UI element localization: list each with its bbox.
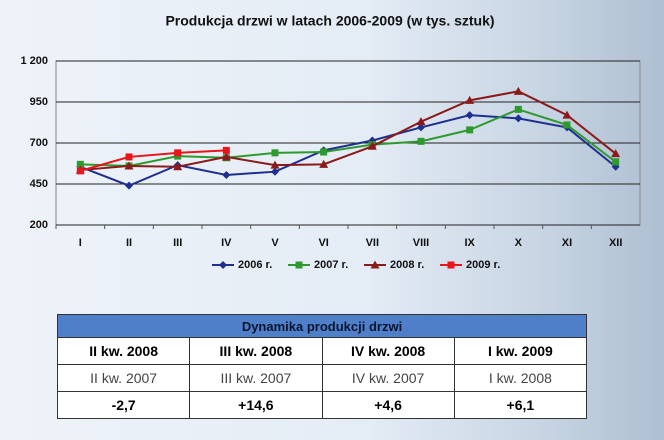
y-tick-label: 700 — [30, 137, 48, 149]
marker — [514, 114, 523, 123]
marker — [124, 161, 134, 170]
marker — [319, 159, 329, 168]
table-cell: +4,6 — [321, 391, 455, 419]
legend-label: 2009 r. — [466, 259, 500, 271]
series-line — [80, 149, 227, 172]
table-cell: +6,1 — [453, 391, 588, 419]
table-cell: II kw. 2007 — [56, 364, 191, 392]
marker — [270, 160, 280, 169]
marker — [271, 149, 279, 157]
x-tick-label: II — [126, 237, 132, 249]
marker — [295, 261, 303, 269]
table-cell: I kw. 2009 — [453, 337, 588, 365]
marker — [417, 123, 425, 132]
y-tick-label: 450 — [30, 178, 48, 190]
marker — [125, 153, 133, 161]
table-row: -2,7 +14,6 +4,6 +6,1 — [56, 391, 588, 419]
marker — [466, 126, 474, 134]
table-cell: -2,7 — [56, 391, 191, 419]
table-cell: IV kw. 2008 — [321, 337, 455, 365]
y-tick-label: 1 200 — [20, 55, 48, 67]
marker — [612, 158, 620, 166]
marker — [174, 149, 182, 157]
legend-label: 2008 r. — [390, 259, 424, 271]
marker — [367, 141, 377, 150]
marker — [320, 148, 328, 156]
marker — [447, 261, 455, 269]
y-tick-label: 200 — [30, 219, 48, 231]
x-tick-label: XI — [562, 237, 572, 249]
marker — [563, 121, 571, 129]
x-tick-label: VI — [318, 237, 328, 249]
marker — [222, 170, 231, 179]
marker — [514, 105, 522, 113]
marker — [370, 260, 380, 269]
chart: Produkcja drzwi w latach 2006-2009 (w ty… — [20, 13, 641, 271]
table-cell: II kw. 2008 — [56, 337, 191, 365]
marker — [271, 167, 279, 176]
table-title: Dynamika produkcji drzwi — [57, 314, 587, 338]
marker — [219, 261, 227, 269]
marker — [221, 152, 231, 161]
marker — [76, 167, 84, 175]
marker — [76, 160, 84, 168]
x-tick-label: IV — [221, 237, 232, 249]
table-cell: +14,6 — [189, 391, 323, 419]
series-line — [79, 114, 617, 187]
legend-label: 2007 r. — [314, 259, 348, 271]
x-tick-label: VIII — [413, 237, 430, 249]
table-cell: III kw. 2008 — [189, 337, 323, 365]
table-row: II kw. 2008 III kw. 2008 IV kw. 2008 I kw. … — [56, 337, 588, 365]
marker — [465, 95, 475, 104]
table: Dynamika produkcji drzwi II kw. 2008 III … — [56, 314, 588, 419]
x-tick-label: XII — [609, 237, 622, 249]
series-line — [80, 108, 617, 167]
x-tick-label: III — [173, 237, 182, 249]
marker — [125, 181, 133, 190]
table-cell: IV kw. 2007 — [321, 364, 455, 392]
table-row: II kw. 2007 III kw. 2007 IV kw. 2007 I kw. … — [56, 364, 588, 392]
y-tick-label: 950 — [30, 96, 48, 108]
marker — [611, 149, 621, 158]
chart-title: Produkcja drzwi w latach 2006-2009 (w ty… — [165, 13, 494, 29]
marker — [417, 137, 425, 145]
x-tick-label: V — [271, 237, 279, 249]
marker — [465, 111, 474, 120]
marker — [513, 86, 523, 95]
marker — [416, 117, 426, 126]
x-tick-label: VII — [366, 237, 379, 249]
marker — [562, 110, 572, 119]
x-tick-label: IX — [464, 237, 475, 249]
x-tick-label: I — [79, 237, 82, 249]
table-cell: III kw. 2007 — [189, 364, 323, 392]
table-cell: I kw. 2008 — [453, 364, 588, 392]
marker — [173, 162, 183, 171]
x-tick-label: X — [515, 237, 523, 249]
series-line — [80, 90, 617, 172]
marker — [222, 146, 230, 154]
legend-label: 2006 r. — [238, 259, 272, 271]
